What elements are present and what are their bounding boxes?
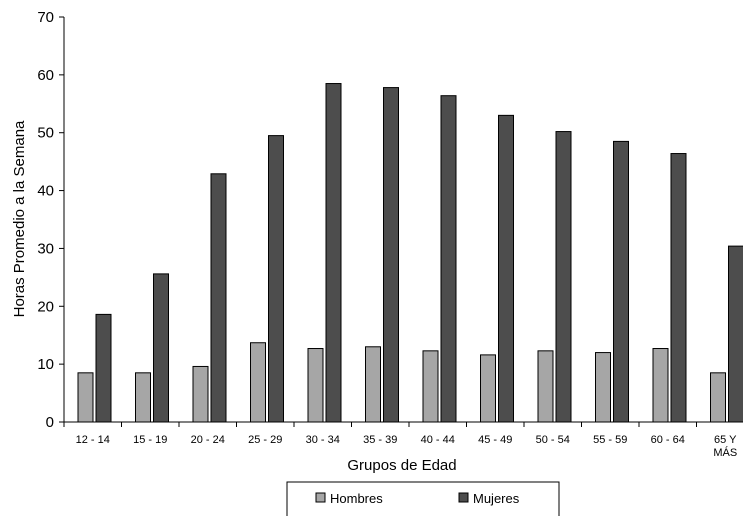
- x-category-label: 35 - 39: [363, 434, 397, 446]
- bar-mujeres: [670, 153, 687, 423]
- bar-hombres: [595, 352, 611, 423]
- x-category-label: 20 - 24: [191, 434, 225, 446]
- y-ticks-group: 0 10 20 30 40 50 60 70: [37, 9, 64, 431]
- legend-swatch-mujeres: [458, 492, 469, 503]
- legend-box: [286, 481, 560, 516]
- x-category-label: 60 - 64: [651, 434, 685, 446]
- bar-hombres: [250, 342, 266, 423]
- y-tick-label: 70: [37, 9, 54, 26]
- bar-hombres: [537, 350, 554, 423]
- legend-label-hombres: Hombres: [330, 491, 383, 506]
- y-axis-title: Horas Promedio a la Semana: [11, 120, 28, 317]
- y-tick-label: 10: [37, 356, 54, 373]
- bar-mujeres: [728, 245, 743, 423]
- y-tick-label: 50: [37, 125, 54, 142]
- bar-hombres: [422, 350, 439, 423]
- x-category-label: 55 - 59: [593, 434, 627, 446]
- bar-hombres: [710, 372, 726, 423]
- x-category-label: 12 - 14: [76, 434, 110, 446]
- legend-swatch-hombres: [315, 492, 326, 503]
- x-category-label: 45 - 49: [478, 434, 512, 446]
- x-category-label: 50 - 54: [536, 434, 570, 446]
- x-axis-title: Grupos de Edad: [347, 457, 456, 474]
- bar-mujeres: [440, 95, 457, 423]
- y-tick-label: 20: [37, 298, 54, 315]
- bar-hombres: [480, 354, 496, 423]
- x-category-label: 25 - 29: [248, 434, 282, 446]
- legend-label-mujeres: Mujeres: [473, 491, 520, 506]
- bar-mujeres: [555, 131, 572, 423]
- y-tick-label: 60: [37, 67, 54, 84]
- bar-mujeres: [498, 114, 514, 423]
- legend: Hombres Mujeres: [286, 481, 560, 516]
- y-tick-label: 40: [37, 183, 54, 200]
- bar-hombres: [192, 365, 209, 423]
- bar-mujeres: [153, 273, 169, 423]
- bar-mujeres: [613, 140, 629, 423]
- x-category-label: 15 - 19: [133, 434, 167, 446]
- bar-hombres: [652, 348, 669, 423]
- bars-group: [77, 83, 743, 423]
- bar-hombres: [135, 372, 151, 423]
- bar-hombres: [77, 372, 94, 423]
- x-category-label: 30 - 34: [306, 434, 340, 446]
- x-category-label: 40 - 44: [421, 434, 455, 446]
- bar-mujeres: [268, 135, 284, 423]
- x-categories-group: 12 - 14 15 - 19 20 - 24 25 - 29 30 - 34 35 - …: [63, 422, 737, 459]
- bar-mujeres: [383, 87, 399, 423]
- bar-hombres: [307, 348, 324, 423]
- x-category-label: 65 Y MÁS: [713, 434, 737, 459]
- y-tick-label: 0: [46, 414, 54, 431]
- bar-mujeres: [325, 83, 342, 423]
- bar-mujeres: [210, 173, 227, 423]
- bar-mujeres: [95, 313, 112, 423]
- y-tick-label: 30: [37, 240, 54, 257]
- bar-hombres: [365, 346, 381, 423]
